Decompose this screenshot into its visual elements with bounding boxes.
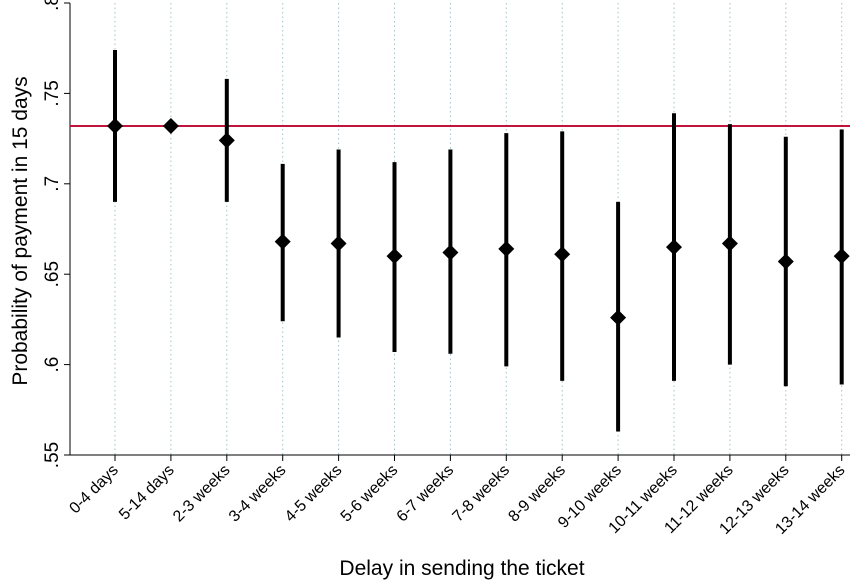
y-tick-label: .8: [42, 0, 63, 11]
y-ticks: .55 .6 .65 .7 .75 .8: [42, 0, 70, 468]
point-marker: [554, 246, 571, 263]
x-tick-label: 5-14 days: [116, 462, 178, 524]
x-tick-label: 4-5 weeks: [282, 462, 346, 526]
point-marker: [498, 240, 515, 257]
point-marker: [777, 253, 794, 270]
y-tick-label: .55: [42, 442, 63, 468]
axes: [69, 3, 850, 456]
x-tick-label: 6-7 weeks: [394, 462, 458, 526]
y-tick-label: .65: [42, 261, 63, 287]
point-marker: [162, 117, 179, 134]
grid: [114, 3, 843, 455]
point-marker: [330, 235, 347, 252]
y-axis-label: Probability of payment in 15 days: [9, 76, 32, 385]
point-marker: [833, 248, 850, 265]
x-tick-label: 2-3 weeks: [170, 462, 234, 526]
x-axis-label: Delay in sending the ticket: [339, 557, 584, 580]
y-tick-label: .7: [42, 176, 63, 192]
x-tick-label: 5-6 weeks: [338, 462, 402, 526]
x-tick-label: 7-8 weeks: [450, 462, 514, 526]
point-marker: [442, 244, 459, 261]
point-marker: [610, 309, 627, 326]
y-tick-label: .6: [42, 357, 63, 373]
point-marker: [218, 132, 235, 149]
point-marker: [107, 117, 123, 134]
x-tick-label: 0-4 days: [66, 462, 121, 517]
point-marker: [274, 233, 291, 250]
point-marker: [666, 239, 682, 256]
data-points: [107, 117, 850, 326]
x-tick-label: 3-4 weeks: [226, 462, 290, 526]
y-tick-label: .75: [42, 80, 63, 106]
point-marker: [721, 235, 738, 252]
point-marker: [386, 248, 403, 265]
